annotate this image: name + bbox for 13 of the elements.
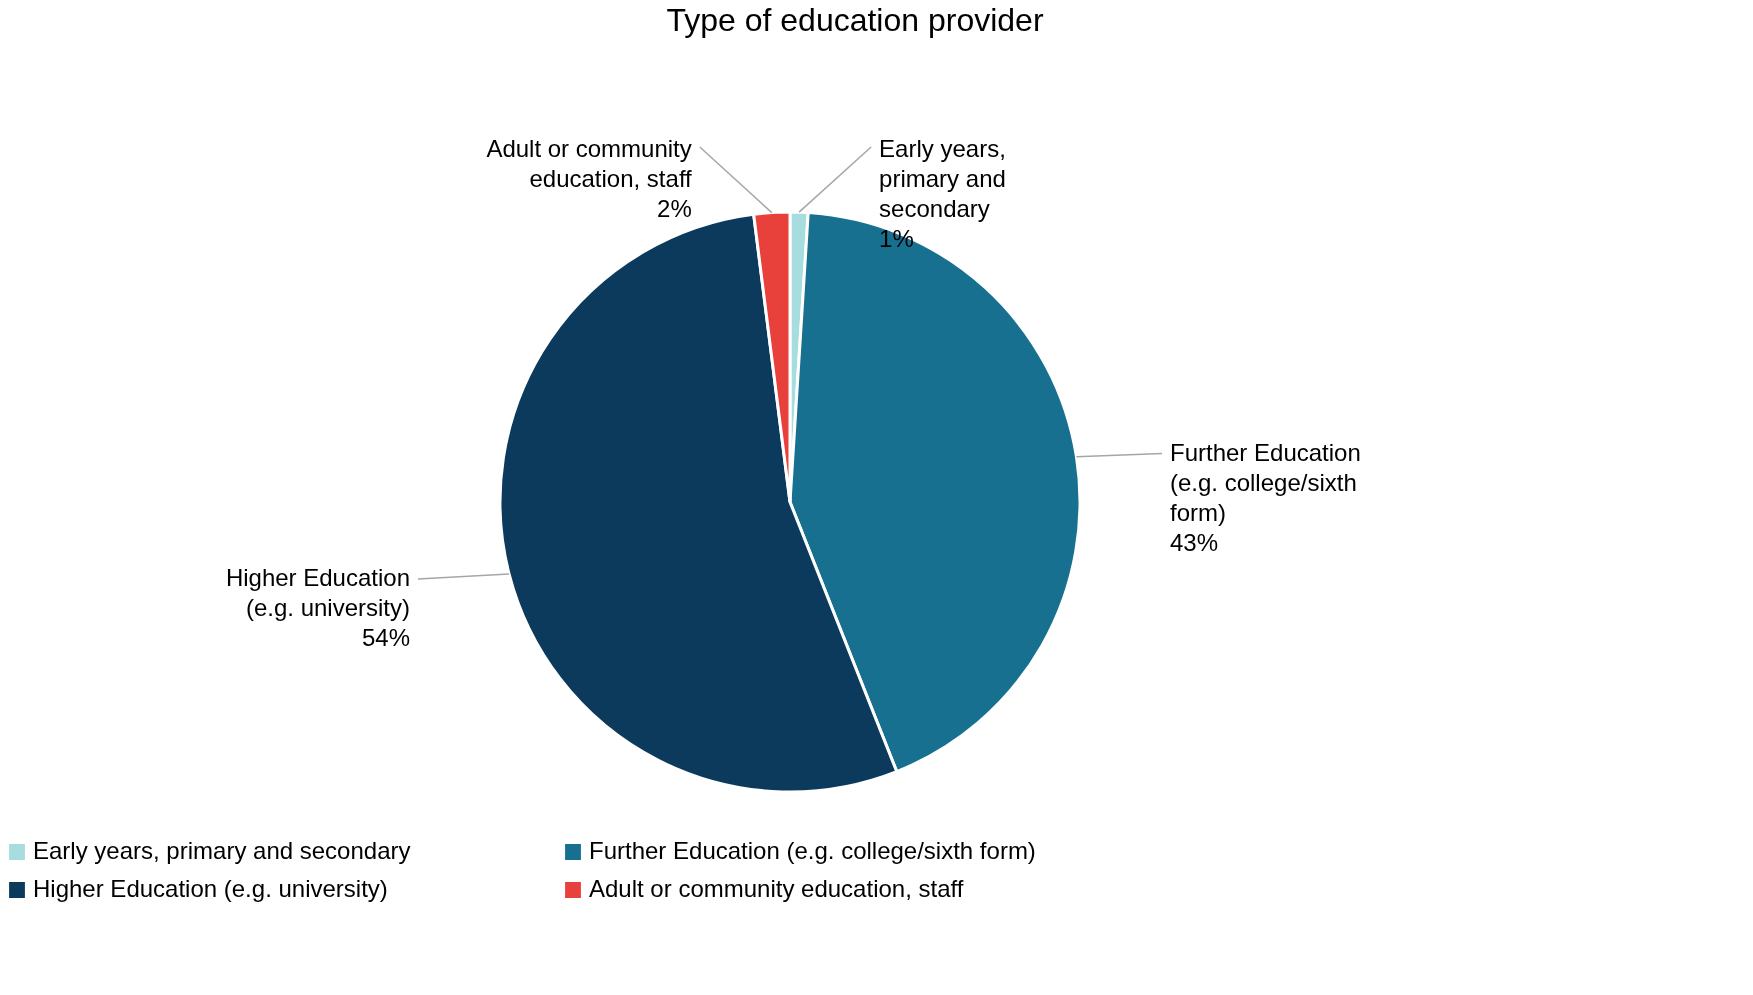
- chart-title: Type of education provider: [666, 2, 1044, 38]
- data-label: 43%: [1170, 528, 1219, 556]
- legend-label: Further Education (e.g. college/sixth form): [589, 837, 1036, 864]
- data-label: 2%: [657, 195, 692, 222]
- legend-label: Higher Education (e.g. university): [33, 875, 388, 902]
- data-label: 1%: [879, 225, 914, 252]
- data-label: 54%: [361, 624, 410, 652]
- slice-label: Adult or community education, staff: [486, 135, 693, 192]
- slice-label: Early years, primary and secondary: [879, 135, 1006, 222]
- slice-label: Higher Education (e.g. university): [225, 564, 410, 622]
- legend-label: Adult or community education, staff: [589, 875, 964, 902]
- slice-label: Further Education (e.g. college/sixth form): [1170, 438, 1361, 526]
- legend-label: Early years, primary and secondary: [33, 837, 411, 864]
